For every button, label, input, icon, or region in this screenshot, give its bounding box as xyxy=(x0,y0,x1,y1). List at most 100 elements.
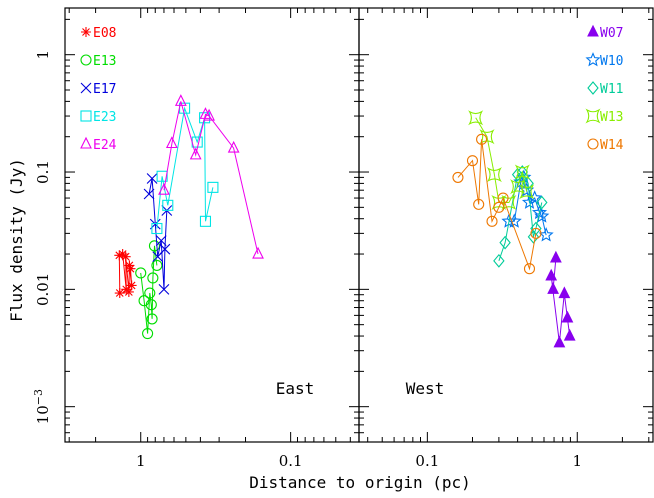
data-point-marker xyxy=(158,182,170,195)
data-point-marker xyxy=(497,192,509,204)
data-point-marker xyxy=(527,230,540,244)
data-point-marker xyxy=(468,110,484,126)
panel-label-east: East xyxy=(276,379,315,398)
data-point-marker xyxy=(203,108,215,121)
series-e08 xyxy=(114,249,137,299)
data-point-marker xyxy=(563,328,576,341)
panel-frame-west xyxy=(358,7,654,443)
data-point-marker xyxy=(521,194,538,209)
series-line-w14 xyxy=(457,139,537,271)
series-e13 xyxy=(135,240,163,340)
series-e23 xyxy=(151,102,219,235)
data-point-marker xyxy=(135,267,147,279)
data-point-marker xyxy=(80,110,92,122)
data-point-marker xyxy=(81,27,91,37)
legend-item-e13: E13 xyxy=(80,54,116,69)
series-line-w11 xyxy=(498,171,543,261)
data-point-marker xyxy=(499,235,511,250)
legend-label: E23 xyxy=(93,110,116,125)
data-point-marker xyxy=(252,246,264,259)
legend-label: E13 xyxy=(93,54,116,69)
data-point-marker xyxy=(174,94,187,106)
data-point-marker xyxy=(558,286,571,299)
data-point-marker xyxy=(452,171,464,183)
data-point-marker xyxy=(585,52,601,67)
data-point-marker xyxy=(523,263,536,275)
data-point-marker xyxy=(165,136,178,149)
data-point-marker xyxy=(146,313,158,325)
data-point-marker xyxy=(510,179,526,195)
data-point-marker xyxy=(479,129,495,145)
data-point-marker xyxy=(114,250,125,261)
legend-label: W11 xyxy=(600,82,623,97)
data-point-marker xyxy=(207,181,219,193)
data-point-marker xyxy=(142,328,154,340)
y-tick-label: 10−3 xyxy=(32,389,52,424)
data-point-marker xyxy=(587,81,599,95)
data-point-marker xyxy=(125,263,136,274)
data-point-marker xyxy=(151,222,163,235)
data-point-marker xyxy=(587,138,599,150)
data-point-marker xyxy=(493,201,505,213)
data-point-marker xyxy=(144,287,156,299)
x-tick-label: 1 xyxy=(136,452,146,470)
data-point-marker xyxy=(126,280,137,291)
series-line-e24 xyxy=(163,101,259,255)
x-tick-label: 0.1 xyxy=(279,452,303,470)
data-point-marker xyxy=(549,250,562,263)
data-point-marker xyxy=(80,82,92,94)
data-point-marker xyxy=(159,243,171,255)
series-w14 xyxy=(452,133,542,275)
data-point-marker xyxy=(493,253,505,268)
series-line-w07 xyxy=(550,257,571,343)
data-point-marker xyxy=(199,215,212,227)
x-axis-label: Distance to origin (pc) xyxy=(249,473,471,492)
series-line-e13 xyxy=(140,245,158,334)
data-point-marker xyxy=(158,283,170,295)
data-point-marker xyxy=(587,24,599,37)
legend-item-w11: W11 xyxy=(587,81,623,97)
x-tick-label: 0.1 xyxy=(415,452,439,470)
data-point-marker xyxy=(80,136,92,149)
data-point-marker xyxy=(530,227,542,239)
data-point-marker xyxy=(531,204,548,220)
chart-frame: 1 0.1 0.01 10−3 1 0.1 0.1 1 xyxy=(32,7,654,470)
data-point-marker xyxy=(151,259,163,271)
data-point-marker xyxy=(114,288,125,299)
legend-item-w13: W13 xyxy=(585,108,623,125)
data-point-marker xyxy=(561,310,574,323)
data-point-marker xyxy=(146,173,158,184)
data-point-marker xyxy=(501,194,517,211)
series-e24 xyxy=(158,94,264,259)
panel-frame-east xyxy=(64,7,360,443)
data-point-marker xyxy=(585,108,601,124)
data-point-marker xyxy=(553,335,566,348)
data-point-marker xyxy=(147,272,159,284)
data-point-marker xyxy=(473,198,485,210)
data-point-marker xyxy=(227,140,240,153)
data-point-marker xyxy=(545,268,558,281)
legend-item-w10: W10 xyxy=(585,52,623,69)
data-point-marker xyxy=(123,286,134,297)
data-point-marker xyxy=(189,147,202,160)
data-point-marker xyxy=(519,184,535,200)
legend-label: E24 xyxy=(93,138,117,153)
panel-label-west: West xyxy=(406,379,445,398)
data-point-marker xyxy=(80,54,92,66)
series-e17 xyxy=(143,173,173,295)
y-tick-label: 0.01 xyxy=(34,273,52,306)
chart-series xyxy=(114,94,576,348)
legend-label: E17 xyxy=(93,82,116,97)
data-point-marker xyxy=(547,282,559,294)
data-point-marker xyxy=(514,164,530,180)
legend-item-w07: W07 xyxy=(587,24,623,41)
data-point-marker xyxy=(124,260,135,271)
data-point-marker xyxy=(148,240,161,252)
data-point-marker xyxy=(511,167,524,182)
data-point-marker xyxy=(486,167,502,183)
legend-item-e17: E17 xyxy=(80,82,116,97)
legend-item-w14: W14 xyxy=(587,138,624,153)
data-point-marker xyxy=(155,235,167,247)
data-point-marker xyxy=(534,208,550,223)
